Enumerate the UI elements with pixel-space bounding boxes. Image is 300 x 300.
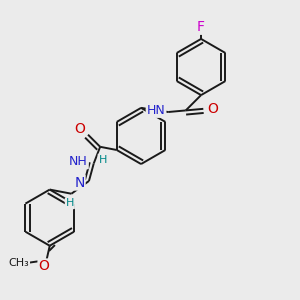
Text: H: H xyxy=(66,198,74,208)
Text: F: F xyxy=(197,20,205,34)
Text: NH: NH xyxy=(69,155,88,168)
Text: O: O xyxy=(75,122,86,136)
Text: CH₃: CH₃ xyxy=(8,258,29,268)
Text: H: H xyxy=(98,154,107,165)
Text: O: O xyxy=(38,260,50,274)
Text: HN: HN xyxy=(147,104,165,117)
Text: N: N xyxy=(74,176,85,190)
Text: O: O xyxy=(207,102,218,116)
